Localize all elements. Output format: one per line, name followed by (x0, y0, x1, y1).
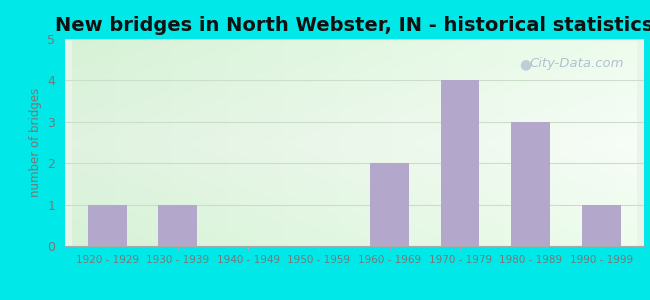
Y-axis label: number of bridges: number of bridges (29, 88, 42, 197)
Bar (370, 163, 409, 246)
Bar (511, 122, 550, 246)
Bar (159, 205, 198, 246)
Text: ●: ● (519, 57, 531, 71)
Bar (441, 80, 480, 246)
Title: New bridges in North Webster, IN - historical statistics: New bridges in North Webster, IN - histo… (55, 16, 650, 35)
Bar (88, 205, 127, 246)
Bar (582, 205, 621, 246)
Text: City-Data.com: City-Data.com (530, 57, 624, 70)
